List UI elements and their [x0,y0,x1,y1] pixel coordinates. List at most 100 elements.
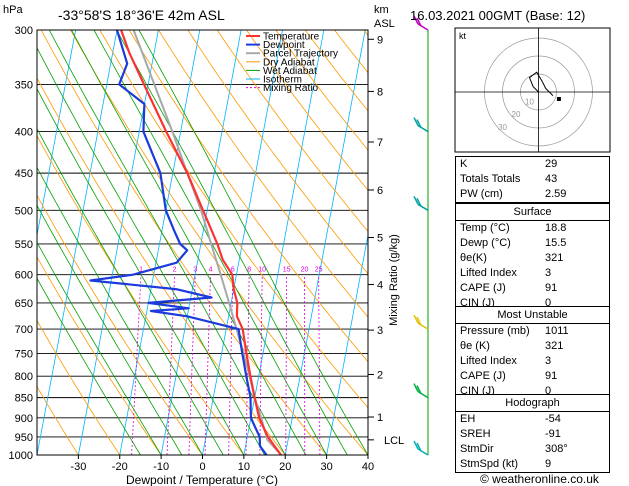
plot-frame [36,29,369,456]
pressure-tick-label: 1000 [9,450,33,462]
dry-adiabat [37,194,203,455]
legend-entry: Isotherm [263,75,302,86]
surface-row: CAPE (J) 91 [460,282,558,294]
x-tick-label: 40 [362,461,374,473]
wind-barb-flag [413,314,419,324]
wet-adiabat [37,277,141,455]
location-title: -33°58'S 18°36'E 42m ASL [58,7,225,23]
km-tick-label: 5 [377,232,383,244]
hodo-row: SREH -91 [460,428,561,440]
dry-adiabat [70,30,368,455]
x-tick-label: -20 [112,461,128,473]
x-tick-label: 20 [279,461,291,473]
x-tick-label: -10 [153,461,169,473]
wind-barb-flag [413,440,419,450]
dry-adiabat [187,30,368,275]
x-tick-label: 10 [238,461,250,473]
surface-title: Surface [456,204,609,221]
hpa-label: hPa [3,4,23,16]
mixing-ratio-label: 8 [247,267,251,274]
mixing-ratio-label: 2 [173,267,177,274]
wet-adiabat [37,204,183,455]
km-tick-label: 4 [377,280,383,292]
dry-adiabat [37,385,79,455]
mixing-ratio-label: 25 [315,267,323,274]
wind-barb-flag [413,117,419,126]
wind-barb-flag [416,316,422,326]
wet-adiabat [37,87,245,455]
isotherm [160,30,242,455]
unstable-row: Lifted Index 3 [460,355,552,367]
wind-barb [417,124,429,133]
wind-barb-flag [416,17,422,27]
index-row: Totals Totals 43 [460,173,558,185]
wet-adiabat [37,241,162,455]
x-tick-label: 0 [199,461,205,473]
wind-barb-flag [413,15,419,25]
pressure-tick-label: 800 [15,371,33,383]
wind-barb-flag [413,195,419,205]
pressure-tick-label: 550 [15,239,33,251]
dry-adiabat [37,135,245,455]
hodograph-title: Hodograph [456,395,609,412]
temperature-line [120,30,282,455]
pressure-tick-label: 700 [15,324,33,336]
hodograph-trace [528,71,554,96]
wind-barb-flag [416,442,422,452]
hodograph: kt 10 20 30 [454,27,611,153]
most-unstable-panel: Most Unstable Pressure (mb) 1011 θe (K) 32… [455,306,610,400]
dry-adiabat [37,319,121,455]
datetime-title: 16.03.2021 00GMT (Base: 12) [410,8,585,23]
index-row: K 29 [460,158,558,170]
hodograph-ring-label: 20 [512,110,521,119]
hodograph-frame [454,27,611,153]
x-axis-label: Dewpoint / Temperature (°C) [126,473,278,486]
wind-barb [417,448,429,456]
wind-barb [417,390,429,399]
pressure-tick-label: 750 [15,348,33,360]
wind-barb [417,23,429,31]
km-tick-label: 9 [377,34,383,46]
legend-entry: Wet Adiabat [263,66,317,77]
wet-adiabat [71,30,307,455]
legend-entry: Mixing Ratio [263,83,318,94]
asl-label: ASL [374,18,395,30]
mixing-ratio-axis-label: Mixing Ratio (g/kg) [388,234,400,326]
surface-row: Dewp (°C) 15.5 [460,237,567,249]
surface-row: Lifted Index 3 [460,267,552,279]
mixing-ratio-label: 3 [193,267,197,274]
mixing-ratio-line [318,274,321,455]
hodograph-ring-label: 30 [498,123,507,132]
isotherm [77,30,159,455]
isotherm [37,30,77,238]
isotherm [326,233,368,455]
mixing-ratio-line [285,274,287,455]
km-label: km [374,4,389,16]
pressure-tick-label: 350 [15,79,33,91]
unstable-row: θe (K) 321 [460,340,564,352]
mixing-ratio-label: 1 [139,267,143,274]
storm-motion-marker [556,97,561,101]
dry-adiabat [216,30,368,233]
pressure-tick-label: 600 [15,270,33,282]
pressure-tick-label: 650 [15,298,33,310]
km-tick-label: 6 [377,185,383,197]
copyright: © weatheronline.co.uk [480,472,600,486]
unstable-row: CAPE (J) 91 [460,370,558,382]
km-tick-label: 2 [377,369,383,381]
wind-barb [417,203,429,211]
hodo-row: EH -54 [460,413,561,425]
dry-adiabat [128,30,368,363]
hodo-row: StmSpd (kt) 9 [460,458,552,470]
wind-barb [417,322,429,330]
pressure-tick-label: 900 [15,413,33,425]
wind-barb-flag [416,385,422,394]
isotherm [284,30,366,455]
mixing-ratio-label: 20 [301,267,309,274]
isotherm [243,30,325,455]
dry-adiabat [37,256,162,455]
mixing-ratio-label: 6 [231,267,235,274]
hodograph-panel: Hodograph EH -54 SREH -91 StmDir 308° StmSp… [455,394,610,473]
km-tick-label: 1 [377,412,383,424]
km-tick-label: 7 [377,137,383,149]
